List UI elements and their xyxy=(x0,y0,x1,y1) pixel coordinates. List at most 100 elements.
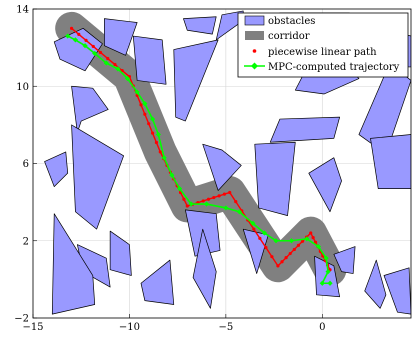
trajectory-point xyxy=(223,205,229,211)
path-point xyxy=(206,197,211,201)
path-point xyxy=(147,122,151,126)
path-point xyxy=(182,197,186,201)
trajectory-point xyxy=(323,255,329,261)
obstacle xyxy=(183,16,217,35)
path-point xyxy=(98,50,103,55)
path-point xyxy=(113,62,117,67)
x-tick-label: −10 xyxy=(119,322,140,333)
obstacle xyxy=(215,10,244,41)
path-point xyxy=(252,227,256,231)
obstacle xyxy=(140,259,175,305)
legend-marker-path xyxy=(252,49,257,53)
path-point xyxy=(69,26,74,30)
legend-swatch-obstacles xyxy=(244,15,265,26)
trajectory-point xyxy=(82,43,88,49)
path-point xyxy=(212,195,216,200)
obstacle xyxy=(109,230,132,276)
path-point xyxy=(154,140,159,145)
path-point xyxy=(201,199,205,203)
path-point xyxy=(311,236,315,240)
path-point xyxy=(234,200,238,204)
path-point xyxy=(185,204,189,208)
y-tick-label: 14 xyxy=(16,5,29,16)
path-point xyxy=(77,32,81,36)
legend: obstacles corridor piecewise linear path… xyxy=(237,12,409,78)
trajectory-point xyxy=(149,116,156,122)
path-point xyxy=(296,243,301,247)
trajectory-point xyxy=(315,243,322,250)
trajectory-point xyxy=(325,269,331,275)
trajectory-point xyxy=(203,201,210,207)
obstacle xyxy=(71,124,124,230)
trajectory-point xyxy=(155,131,161,138)
path-point xyxy=(276,264,280,268)
obstacle xyxy=(71,85,109,133)
path-point xyxy=(288,251,292,256)
path-point xyxy=(292,247,296,252)
path-point xyxy=(300,239,305,243)
path-point xyxy=(150,131,155,135)
path-point xyxy=(258,236,262,240)
obstacle xyxy=(132,35,167,85)
path-point xyxy=(270,255,274,259)
y-tick-label: 6 xyxy=(23,159,29,170)
legend-box xyxy=(237,12,409,78)
obstacle xyxy=(173,39,219,122)
trajectory-point xyxy=(134,89,140,95)
y-tick-label: −2 xyxy=(14,314,29,325)
trajectory-point xyxy=(188,201,194,207)
path-point xyxy=(158,150,162,154)
obstacle xyxy=(53,27,103,72)
trajectory-point xyxy=(261,230,268,236)
trajectory-point xyxy=(72,37,79,43)
path-point xyxy=(139,103,143,107)
axis-ticks: −15 −10 −5 0 −2 2 6 10 14 xyxy=(14,5,325,334)
obstacle xyxy=(370,134,411,189)
legend-label-obstacles: obstacles xyxy=(268,16,315,27)
x-tick-label: −15 xyxy=(22,322,43,333)
trajectory-point xyxy=(273,238,279,244)
trajectory-point xyxy=(327,280,333,286)
trajectory-point xyxy=(92,50,98,57)
trajectory-point xyxy=(65,33,71,39)
legend-label-path: piecewise linear path xyxy=(268,47,377,58)
path-point xyxy=(106,56,110,61)
obstacle xyxy=(51,213,96,315)
trajectory-point xyxy=(250,220,256,226)
mpc-trajectory xyxy=(65,33,333,286)
obstacle xyxy=(308,157,342,213)
trajectory-point xyxy=(103,60,109,66)
legend-label-trajectory: MPC-computed trajectory xyxy=(268,62,400,73)
trajectory-point xyxy=(319,280,325,286)
path-point xyxy=(280,260,284,264)
trajectory-point xyxy=(161,155,167,161)
path-point xyxy=(313,240,318,244)
legend-label-corridor: corridor xyxy=(268,31,310,42)
path-point xyxy=(222,192,227,196)
trajectory-point xyxy=(115,66,121,72)
path-point xyxy=(228,190,232,195)
path-point xyxy=(309,231,313,235)
obstacle xyxy=(269,116,340,143)
obstacle xyxy=(383,267,411,315)
obstacle xyxy=(104,18,138,56)
obstacle xyxy=(192,228,217,309)
legend-marker-trajectory xyxy=(251,62,258,70)
obstacle xyxy=(333,246,356,274)
trajectory-point xyxy=(236,209,242,215)
x-tick-label: 0 xyxy=(319,322,325,333)
trajectory-line xyxy=(67,35,330,285)
trajectory-point xyxy=(169,172,175,178)
obstacle xyxy=(254,141,296,216)
obstacle xyxy=(364,259,387,309)
path-point xyxy=(217,194,221,198)
trajectory-point xyxy=(124,75,131,82)
trajectory-point xyxy=(176,186,183,192)
path-point xyxy=(143,112,147,116)
y-tick-label: 2 xyxy=(23,236,29,247)
trajectory-point xyxy=(142,101,148,107)
y-tick-label: 10 xyxy=(16,82,29,93)
path-point xyxy=(264,245,268,250)
path-point xyxy=(84,38,88,42)
